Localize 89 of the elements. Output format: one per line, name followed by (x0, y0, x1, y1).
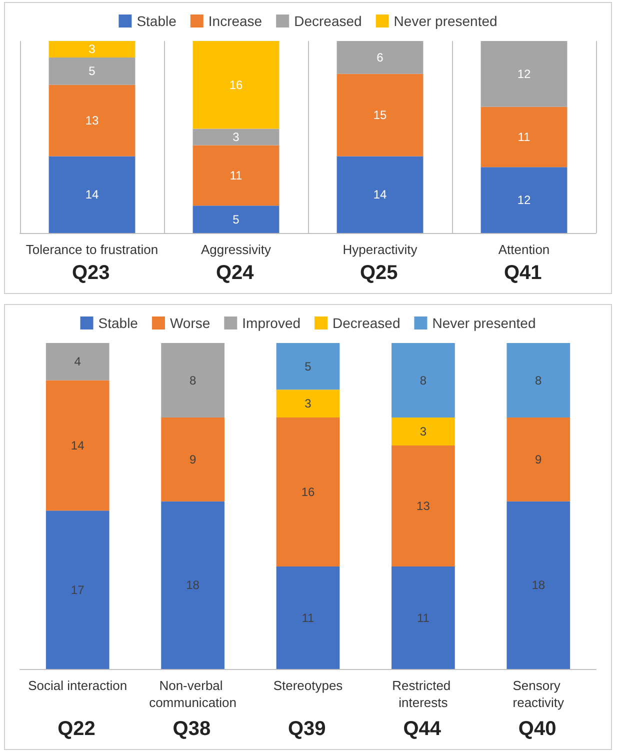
x-tick-label: Stereotypes (273, 678, 344, 693)
data-label: 3 (304, 396, 312, 411)
bar (192, 206, 280, 233)
data-label: 16 (301, 485, 315, 500)
x-tick-label: Tolerance to frustration (26, 242, 158, 257)
legend-label: Increase (208, 13, 262, 29)
bar (392, 418, 455, 446)
legend-label: Never presented (394, 13, 498, 29)
text: Q22 (58, 718, 96, 740)
bar (506, 343, 570, 418)
legend-label: Never presented (432, 315, 536, 331)
bar (276, 418, 340, 567)
x-tick-label: Attention (498, 242, 550, 257)
legend-label: Worse (170, 315, 210, 331)
data-label: 14 (373, 188, 387, 202)
x-tick-label: Social interaction (28, 678, 128, 693)
bar (392, 343, 455, 418)
text: Q24 (216, 262, 255, 284)
x-tick-label: Aggressivity (200, 242, 272, 257)
bar (46, 343, 110, 380)
data-label: 13 (416, 499, 430, 513)
data-label: 12 (517, 66, 531, 81)
bar (480, 106, 568, 168)
text: Q41 (504, 262, 542, 284)
text: Q40 (518, 718, 556, 740)
data-label: 8 (189, 373, 196, 388)
text: Q39 (288, 718, 326, 740)
data-label: 13 (85, 114, 99, 128)
bar (48, 84, 136, 156)
text: Q44 (403, 718, 442, 740)
data-label: 3 (420, 424, 427, 438)
data-label: 9 (535, 452, 542, 466)
bar (336, 74, 424, 156)
bar (192, 145, 280, 206)
data-label: 18 (532, 578, 546, 592)
data-label: 16 (229, 78, 243, 92)
data-label: 9 (189, 452, 196, 466)
data-label: 5 (232, 212, 240, 226)
data-label: 17 (70, 582, 85, 597)
bar (192, 128, 280, 146)
data-label: 18 (186, 578, 200, 592)
bar (48, 57, 136, 85)
bar (276, 390, 340, 418)
legend-label: Stable (98, 315, 138, 331)
data-label: 4 (74, 354, 82, 369)
legend-label: Improved (242, 315, 301, 331)
bar (276, 343, 340, 390)
data-label: 12 (517, 193, 531, 208)
bar (506, 418, 570, 502)
data-label: 8 (420, 373, 427, 388)
bar (392, 445, 455, 567)
data-label: 5 (304, 359, 312, 374)
data-label: 11 (416, 610, 430, 625)
bar (161, 501, 224, 669)
legend-label: Stable (136, 13, 177, 29)
x-tick-label: Sensory reactivity (512, 678, 565, 710)
data-label: 11 (302, 610, 315, 625)
bar (46, 510, 110, 669)
data-label: 8 (535, 373, 542, 388)
legend-label: Decreased (332, 315, 400, 331)
data-label: 3 (232, 130, 240, 144)
x-tick-label: Hyperactivity (342, 242, 418, 257)
data-label: 14 (70, 438, 85, 452)
bar (480, 167, 568, 233)
bar (336, 156, 424, 233)
data-label: 3 (88, 42, 96, 56)
text: Q25 (360, 262, 398, 284)
data-label: 11 (518, 130, 531, 144)
bar (48, 156, 136, 233)
bar (161, 343, 224, 418)
text: Q38 (172, 718, 211, 740)
bar (46, 380, 110, 511)
data-label: 11 (230, 168, 243, 182)
bar (392, 566, 455, 669)
data-label: 6 (376, 50, 384, 64)
bar (506, 501, 570, 669)
bar (480, 41, 568, 107)
data-label: 14 (85, 188, 99, 202)
bar (192, 41, 280, 129)
text: Q23 (72, 262, 110, 284)
data-label: 15 (373, 108, 387, 122)
x-tick-label: Restricted interests (392, 678, 454, 710)
bar (276, 566, 340, 669)
x-tick-label: Non-verbal communication (149, 678, 237, 710)
bar (336, 41, 424, 74)
data-label: 5 (88, 64, 96, 78)
legend-label: Decreased (294, 13, 362, 29)
bar (161, 418, 224, 502)
bar (48, 41, 136, 58)
